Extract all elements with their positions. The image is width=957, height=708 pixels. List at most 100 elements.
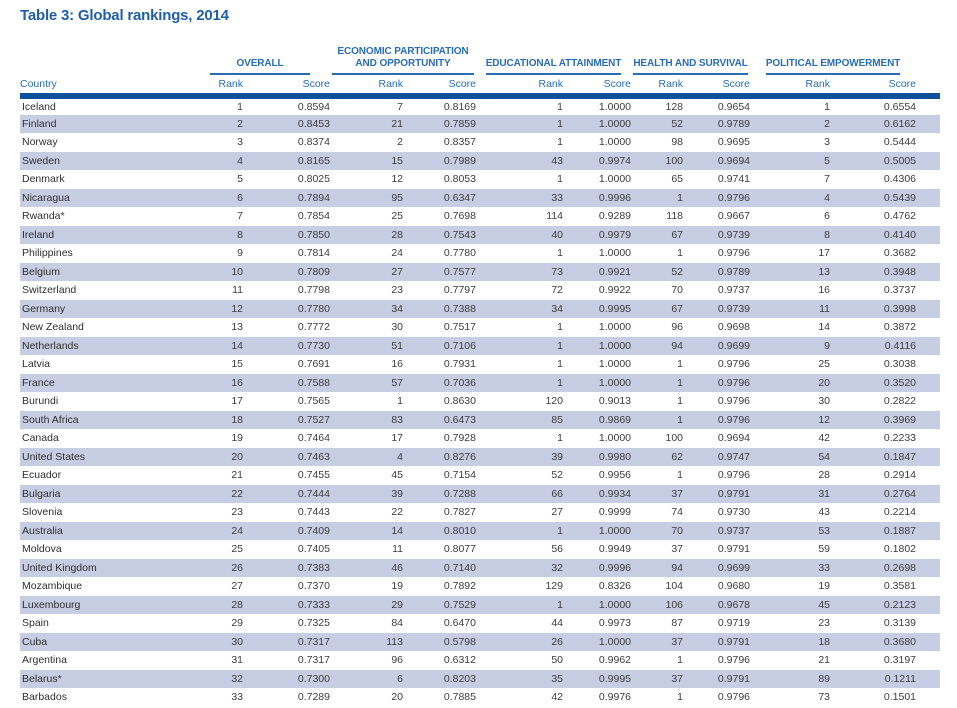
value-cell: 0.8165 — [297, 154, 330, 167]
value-cell: 0.1211 — [884, 672, 917, 685]
value-cell: 0.9956 — [598, 469, 632, 482]
value-cell: 0.2914 — [883, 469, 917, 482]
value-cell: 0.2214 — [883, 506, 917, 519]
value-cell: 56 — [551, 543, 563, 556]
row-spacer — [916, 448, 940, 467]
value-cell: 0.3520 — [883, 376, 917, 389]
value-cell: 0.7444 — [297, 487, 330, 500]
country-cell: Iceland — [22, 100, 56, 113]
value-cell: 39 — [551, 450, 563, 463]
value-cell: 0.9739 — [717, 302, 751, 315]
value-cell: 104 — [665, 580, 684, 593]
value-cell: 0.8630 — [443, 395, 476, 408]
value-cell: 31 — [818, 487, 831, 500]
value-cell: 1 — [824, 100, 831, 113]
value-cell: 0.7989 — [443, 154, 476, 167]
row-spacer — [916, 466, 940, 485]
row-spacer — [916, 429, 940, 448]
value-cell: 0.4762 — [883, 210, 917, 223]
value-cell: 0.9973 — [598, 617, 632, 630]
column-header-edu-score: Score — [563, 77, 632, 99]
value-cell: 1.0000 — [598, 136, 632, 149]
table-row: Burundi 17 0.7565 1 0.8630 120 0.9013 1 0.9796 30… — [20, 392, 940, 411]
value-cell: 29 — [231, 617, 243, 630]
value-cell: 43 — [818, 506, 831, 519]
value-cell: 0.9999 — [598, 506, 632, 519]
value-cell: 42 — [818, 432, 831, 445]
value-cell: 0.9949 — [598, 543, 632, 556]
value-cell: 0.8053 — [443, 173, 476, 186]
value-cell: 33 — [231, 691, 243, 704]
value-cell: 1 — [677, 413, 684, 426]
value-cell: 65 — [671, 173, 684, 186]
value-cell: 0.9796 — [717, 376, 751, 389]
value-cell: 17 — [818, 247, 831, 260]
value-cell: 0.7931 — [443, 358, 476, 371]
value-cell: 0.7317 — [297, 654, 330, 667]
value-cell: 62 — [671, 450, 684, 463]
value-cell: 33 — [551, 191, 563, 204]
value-cell: 34 — [391, 302, 403, 315]
value-cell: 96 — [671, 321, 684, 334]
value-cell: 8 — [237, 228, 243, 241]
value-cell: 72 — [551, 284, 563, 297]
sub-header-row: Country Rank Score Rank Score Rank Score… — [20, 77, 941, 99]
value-cell: 0.5005 — [883, 154, 917, 167]
value-cell: 118 — [666, 210, 684, 223]
value-cell: 0.9654 — [717, 100, 751, 113]
value-cell: 37 — [671, 487, 684, 500]
value-cell: 0.9694 — [717, 432, 751, 445]
value-cell: 24 — [231, 524, 243, 537]
value-cell: 0.9667 — [717, 210, 751, 223]
value-cell: 0.1501 — [883, 691, 917, 704]
country-cell: Philippines — [22, 247, 73, 260]
value-cell: 10 — [231, 265, 243, 278]
value-cell: 1 — [677, 469, 684, 482]
value-cell: 0.7730 — [297, 339, 330, 352]
value-cell: 0.9739 — [717, 228, 751, 241]
row-spacer — [916, 189, 940, 208]
row-spacer — [916, 96, 940, 115]
value-cell: 16 — [231, 376, 243, 389]
row-spacer — [916, 226, 940, 245]
row-spacer — [916, 244, 940, 263]
value-cell: 17 — [391, 432, 403, 445]
value-cell: 0.1847 — [883, 450, 917, 463]
value-cell: 0.9289 — [598, 210, 632, 223]
column-header-edu-rank: Rank — [476, 77, 563, 99]
value-cell: 0.9678 — [717, 598, 751, 611]
value-cell: 1 — [557, 524, 563, 537]
country-cell: Luxembourg — [22, 598, 81, 611]
table-row: Norway 3 0.8374 2 0.8357 1 1.0000 98 0.9695 3 0.54… — [20, 133, 940, 152]
row-spacer — [916, 596, 940, 615]
value-cell: 0.7409 — [297, 524, 330, 537]
column-header-econ-rank: Rank — [330, 77, 403, 99]
value-cell: 12 — [231, 302, 243, 315]
value-cell: 21 — [818, 654, 831, 667]
value-cell: 13 — [818, 265, 831, 278]
value-cell: 0.9995 — [598, 672, 632, 685]
group-header-spacer — [916, 27, 940, 77]
country-cell: Norway — [22, 136, 58, 149]
table-row: Sweden 4 0.8165 15 0.7989 43 0.9974 100 0.9694 5 0… — [20, 151, 941, 170]
value-cell: 1.0000 — [598, 339, 632, 352]
table-row: Argentina 31 0.7317 96 0.6312 50 0.9962 1 0.9796… — [20, 651, 940, 670]
value-cell: 0.9796 — [717, 691, 751, 704]
row-spacer — [916, 633, 940, 652]
value-cell: 0.8077 — [443, 543, 476, 556]
value-cell: 0.7798 — [297, 284, 330, 297]
value-cell: 0.9976 — [598, 691, 632, 704]
column-group-overall: OVERALL — [210, 58, 310, 75]
value-cell: 6 — [397, 672, 403, 685]
value-cell: 44 — [551, 617, 563, 630]
value-cell: 28 — [818, 469, 831, 482]
country-cell: United Kingdom — [22, 561, 97, 574]
value-cell: 0.7325 — [297, 617, 330, 630]
column-group-political-empowerment: POLITICAL EMPOWERMENT — [765, 58, 900, 75]
value-cell: 2 — [824, 117, 831, 130]
country-cell: Switzerland — [22, 284, 77, 297]
country-cell: Nicaragua — [22, 191, 70, 204]
row-spacer — [916, 392, 940, 411]
value-cell: 45 — [818, 598, 831, 611]
value-cell: 4 — [824, 191, 831, 204]
